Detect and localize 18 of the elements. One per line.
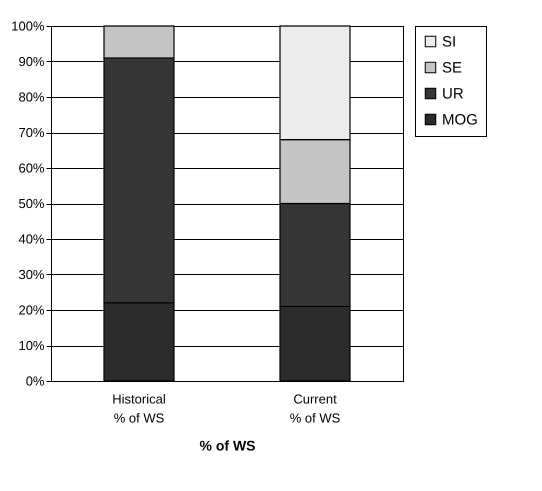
x-tick-label: Historical % of WS	[112, 392, 166, 426]
legend-label: UR	[442, 86, 464, 102]
y-tick-label: 20%	[18, 302, 45, 318]
y-tick-label: 50%	[18, 196, 45, 211]
legend-label: SE	[442, 60, 462, 76]
y-tick-label: 10%	[18, 338, 45, 353]
x-axis-title: % of WS	[200, 438, 256, 454]
legend-label: MOG	[442, 112, 478, 128]
y-tick-label: 30%	[18, 267, 45, 282]
y-tick-label: 40%	[18, 232, 45, 246]
y-tick-label: 0%	[26, 374, 45, 388]
y-tick-label: 80%	[18, 90, 45, 104]
y-tick-label: 60%	[18, 160, 45, 176]
y-tick-label: 100%	[11, 18, 45, 34]
x-tick-label: Current % of WS	[290, 392, 341, 426]
legend-label: SI	[442, 34, 456, 50]
y-tick-label: 90%	[18, 54, 45, 69]
y-tick-label: 70%	[18, 125, 45, 140]
